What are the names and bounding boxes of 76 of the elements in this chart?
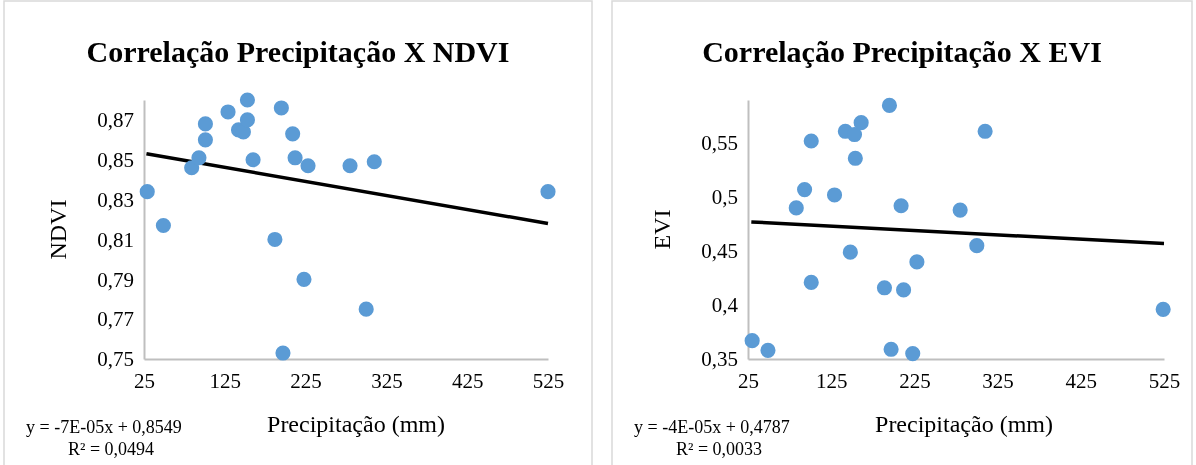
point (847, 150, 863, 166)
y-tick-label: 0,87 (97, 108, 134, 133)
y-tick-label: 0,75 (97, 347, 134, 372)
x-tick-label: 325 (371, 368, 403, 393)
point (846, 126, 863, 143)
text: y = -4E-05x + 0,4787 (634, 417, 790, 437)
y-tick-label: 0,83 (97, 187, 134, 212)
x-tick-label: 425 (1065, 368, 1098, 393)
point (296, 271, 312, 287)
point (905, 346, 921, 362)
point (220, 104, 236, 120)
x-tick-label: 25 (738, 368, 759, 393)
x-tick-label: 125 (209, 368, 242, 393)
x-tick-label: 525 (1148, 368, 1181, 393)
point (287, 150, 303, 166)
y-tick-label: 0,77 (97, 307, 134, 332)
point (358, 301, 374, 317)
point (969, 238, 985, 254)
point (893, 198, 909, 214)
point (191, 150, 207, 166)
point (883, 341, 899, 357)
x-tick-label: 525 (532, 368, 565, 393)
point (952, 202, 968, 218)
x-tick-label: 425 (451, 368, 484, 393)
point (342, 158, 358, 174)
x-tick-label: 25 (134, 368, 155, 393)
point (155, 217, 171, 234)
point (139, 184, 155, 200)
y-tick-label: 0,5 (711, 185, 738, 210)
chart-title: Correlação Precipitação X EVI (702, 35, 1102, 68)
x-axis-title: Precipitação (mm) (875, 411, 1053, 437)
point (300, 158, 316, 174)
point (977, 123, 993, 139)
point (876, 280, 893, 296)
text: y = -7E-05x + 0,8549 (26, 417, 182, 437)
x-axis-title: Precipitação (mm) (267, 411, 445, 437)
y-tick-label: 0,45 (701, 239, 738, 264)
x-tick-label: 325 (982, 368, 1014, 393)
point (760, 342, 776, 358)
point (788, 200, 804, 216)
point (826, 187, 843, 203)
point (267, 231, 283, 248)
point (285, 126, 301, 142)
point (239, 112, 255, 128)
point (744, 333, 760, 349)
point (909, 254, 925, 270)
point (245, 152, 261, 168)
chart-title: Correlação Precipitação X NDVI (86, 35, 510, 68)
text: R² = 0,0033 (676, 439, 763, 459)
y-tick-label: 0,81 (97, 227, 134, 252)
y-tick-label: 0,4 (711, 293, 739, 318)
point (797, 182, 813, 198)
point (273, 100, 289, 116)
text: R² = 0,0494 (68, 439, 155, 459)
x-tick-label: 225 (899, 368, 931, 393)
point (803, 274, 819, 290)
y-tick-label: 0,79 (97, 267, 134, 292)
x-tick-label: 125 (815, 368, 848, 393)
y-tick-label: 0,85 (97, 147, 134, 172)
point (1155, 301, 1171, 317)
point (275, 345, 291, 361)
y-axis-title: EVI (649, 209, 675, 250)
point (853, 115, 869, 131)
point (803, 133, 819, 149)
point (881, 97, 898, 113)
x-tick-label: 225 (290, 368, 322, 393)
y-tick-label: 0,35 (701, 347, 738, 372)
point (239, 92, 255, 108)
point (842, 244, 858, 260)
point (896, 282, 912, 298)
point (366, 154, 382, 170)
point (197, 132, 213, 148)
y-axis-title: NDVI (45, 199, 71, 260)
point (540, 184, 556, 200)
y-tick-label: 0,55 (701, 131, 738, 156)
point (197, 116, 213, 132)
